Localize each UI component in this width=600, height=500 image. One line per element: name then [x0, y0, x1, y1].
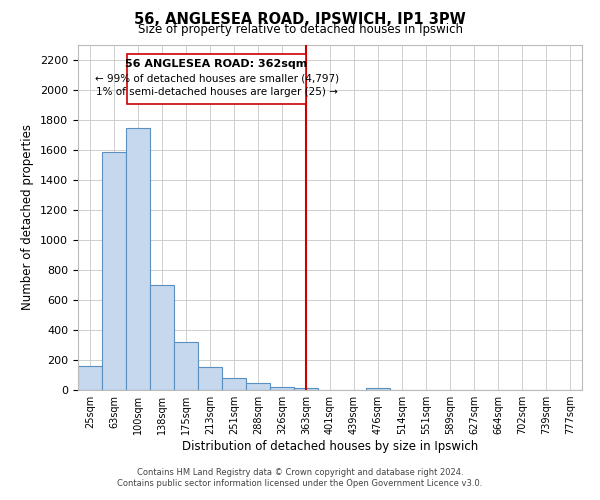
Text: 1% of semi-detached houses are larger (25) →: 1% of semi-detached houses are larger (2… — [95, 88, 338, 98]
FancyBboxPatch shape — [127, 54, 306, 104]
Text: 56, ANGLESEA ROAD, IPSWICH, IP1 3PW: 56, ANGLESEA ROAD, IPSWICH, IP1 3PW — [134, 12, 466, 28]
Bar — [174, 342, 198, 390]
Bar — [270, 387, 294, 390]
Text: Contains HM Land Registry data © Crown copyright and database right 2024.
Contai: Contains HM Land Registry data © Crown c… — [118, 468, 482, 487]
Bar — [246, 383, 270, 390]
Bar — [198, 367, 222, 390]
Bar — [78, 366, 102, 390]
Text: 56 ANGLESEA ROAD: 362sqm: 56 ANGLESEA ROAD: 362sqm — [125, 59, 308, 69]
Bar — [294, 388, 318, 390]
Y-axis label: Number of detached properties: Number of detached properties — [22, 124, 34, 310]
Bar — [102, 152, 126, 390]
Text: ← 99% of detached houses are smaller (4,797): ← 99% of detached houses are smaller (4,… — [95, 74, 338, 84]
Text: Size of property relative to detached houses in Ipswich: Size of property relative to detached ho… — [137, 22, 463, 36]
Bar — [222, 378, 246, 390]
Bar — [150, 285, 174, 390]
Bar — [366, 388, 390, 390]
X-axis label: Distribution of detached houses by size in Ipswich: Distribution of detached houses by size … — [182, 440, 478, 453]
Bar — [126, 128, 150, 390]
